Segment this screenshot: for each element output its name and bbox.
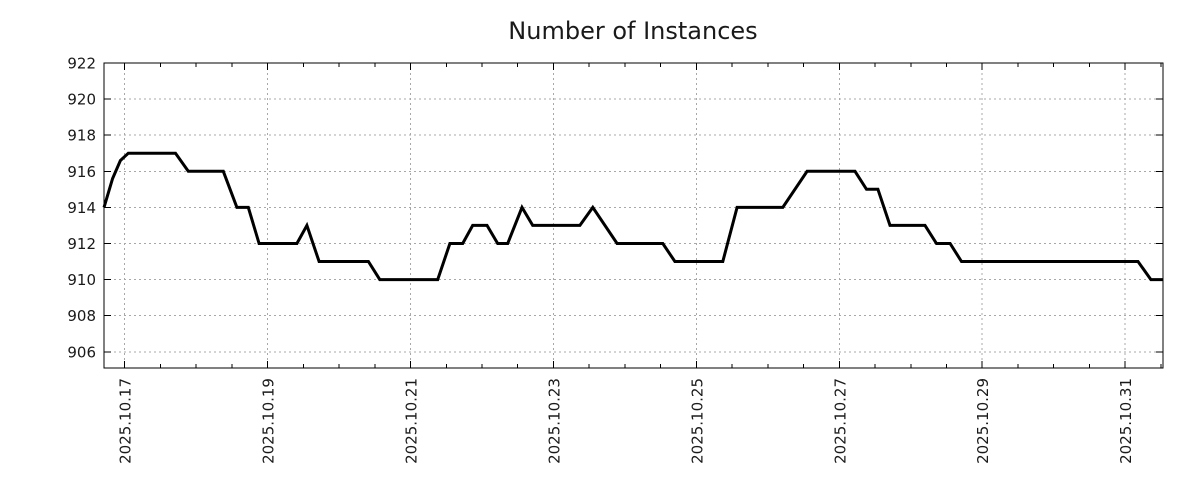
data-line [102,151,1163,282]
x-tick-label: 2025.10.29 [974,378,992,464]
y-tick-label: 916 [67,163,96,181]
plot-area: 906 908 910 912 914 916 918 920 922 2025.10.17 202… [67,55,1164,464]
x-tick-label: 2025.10.31 [1117,378,1135,464]
y-tick-label: 918 [67,127,96,145]
chart-title: Number of Instances [508,17,757,45]
x-tick-label: 2025.10.21 [403,378,421,464]
x-tick-label: 2025.10.17 [117,378,135,464]
y-tick-label: 912 [67,235,96,253]
x-tick-label: 2025.10.23 [545,378,563,464]
x-tick-label: 2025.10.27 [831,378,849,464]
y-tick-label: 908 [67,307,96,325]
y-tick-label: 920 [67,91,96,109]
plot-border [103,62,1164,369]
x-tick-label: 2025.10.25 [688,378,706,464]
x-tick-label: 2025.10.19 [260,378,278,464]
y-tick-label: 914 [67,199,96,217]
y-tick-label: 906 [67,343,96,361]
y-tick-label: 910 [67,271,96,289]
y-tick-label: 922 [67,55,96,73]
